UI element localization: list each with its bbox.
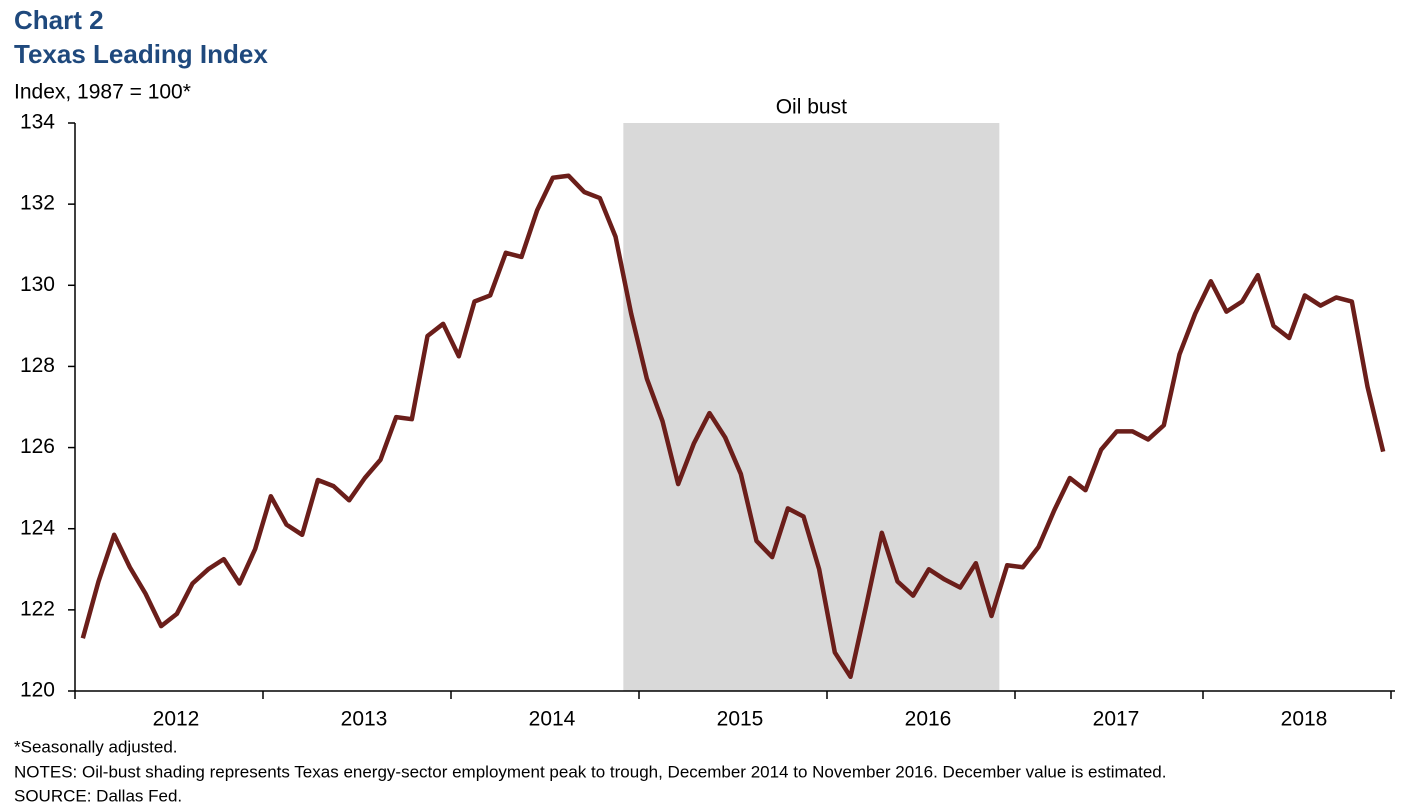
y-tick-label: 124 [20, 516, 55, 539]
note: SOURCE: Dallas Fed. [14, 786, 182, 805]
y-tick-label: 132 [20, 192, 55, 215]
x-tick-label: 2013 [341, 708, 388, 731]
shade-region [623, 123, 1000, 691]
chart-title: Chart 2 [14, 5, 104, 35]
x-tick-label: 2017 [1093, 708, 1140, 731]
x-tick-label: 2016 [905, 708, 952, 731]
note: NOTES: Oil-bust shading represents Texas… [14, 762, 1166, 781]
x-tick-label: 2018 [1281, 708, 1328, 731]
y-tick-label: 134 [20, 111, 55, 134]
y-axis-label: Index, 1987 = 100* [14, 81, 191, 104]
shade-label: Oil bust [776, 96, 847, 119]
x-tick-label: 2015 [717, 708, 764, 731]
x-tick-label: 2012 [153, 708, 200, 731]
y-tick-label: 130 [20, 273, 55, 296]
y-tick-label: 128 [20, 354, 55, 377]
y-tick-label: 122 [20, 597, 55, 620]
y-tick-label: 120 [20, 679, 55, 702]
data-line [80, 173, 1386, 680]
chart-subtitle: Texas Leading Index [14, 39, 268, 69]
y-tick-label: 126 [20, 435, 55, 458]
note: *Seasonally adjusted. [14, 737, 178, 756]
x-tick-label: 2014 [529, 708, 576, 731]
